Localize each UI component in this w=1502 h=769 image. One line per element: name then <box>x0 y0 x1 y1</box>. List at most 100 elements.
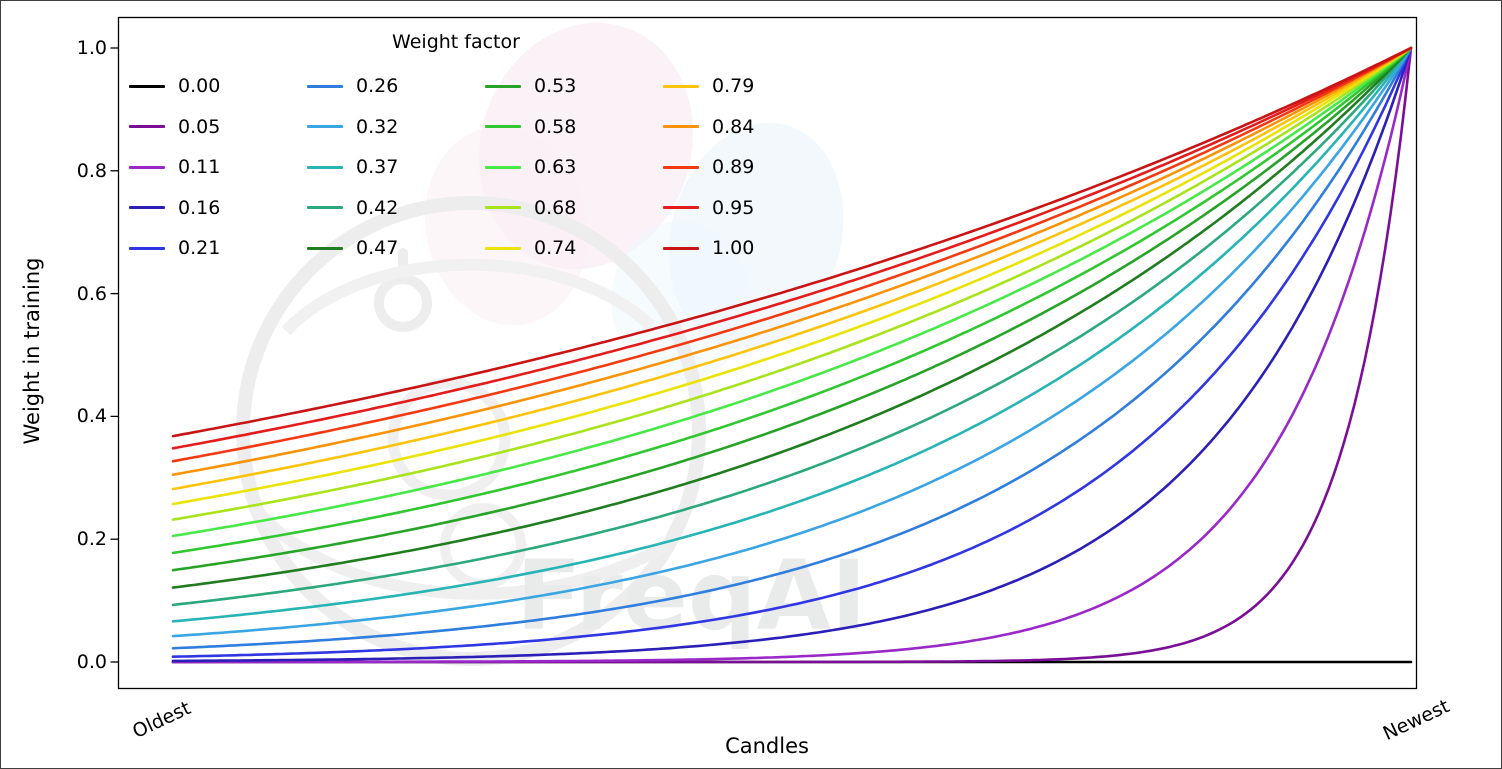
legend-label: 0.47 <box>356 237 399 260</box>
legend-title: Weight factor <box>392 31 520 53</box>
y-axis-label: Weight in training <box>20 257 44 445</box>
series-line-0.53 <box>171 46 1413 572</box>
series-line-0.32 <box>171 46 1413 638</box>
watermark-logo-circle <box>236 196 706 666</box>
legend-line-sample <box>129 165 165 169</box>
legend-entry: 0.53 <box>485 75 663 97</box>
y-tick-label: 0.2 <box>76 528 107 551</box>
legend-grid: 0.00 0.05 0.11 0.16 0.21 0.26 0.32 0.37 0.42 0.47… <box>129 66 841 269</box>
legend-line-sample <box>129 125 165 129</box>
legend-label: 0.53 <box>534 75 577 98</box>
legend-entry: 0.21 <box>129 237 307 259</box>
series-line-0.37 <box>171 46 1413 623</box>
series-line-0.58 <box>171 46 1413 555</box>
legend-label: 0.84 <box>712 115 755 138</box>
legend-label: 0.05 <box>178 115 221 138</box>
legend-entry: 0.95 <box>663 197 841 219</box>
legend-entry: 0.42 <box>307 197 485 219</box>
legend-line-sample <box>663 125 699 129</box>
legend-entry: 0.79 <box>663 75 841 97</box>
legend-entry: 0.37 <box>307 156 485 178</box>
y-tick-label: 0.0 <box>76 651 107 673</box>
legend-line-sample <box>485 206 521 210</box>
legend-label: 0.58 <box>534 115 577 138</box>
legend-label: 0.74 <box>534 237 577 260</box>
axes-frame <box>117 16 1418 690</box>
legend-label: 0.42 <box>356 196 399 219</box>
legend-label: 1.00 <box>712 237 755 260</box>
legend-entry: 0.00 <box>129 75 307 97</box>
legend-entry: 0.89 <box>663 156 841 178</box>
freqai-watermark: FreqAI <box>236 22 867 666</box>
legend-line-sample <box>307 246 343 250</box>
series-line-0.84 <box>171 46 1413 476</box>
legend-line-sample <box>485 246 521 250</box>
legend-line-sample <box>663 84 699 88</box>
legend-entry: 0.68 <box>485 197 663 219</box>
legend-label: 0.68 <box>534 196 577 219</box>
series-line-0.11 <box>171 46 1413 664</box>
legend-entry: 0.32 <box>307 116 485 138</box>
legend-entry: 0.05 <box>129 116 307 138</box>
legend-line-sample <box>663 165 699 169</box>
series-line-0.21 <box>171 46 1413 658</box>
legend: Weight factor 0.00 0.05 0.11 0.16 0.21 0.26 0.… <box>129 31 841 269</box>
legend-label: 0.11 <box>178 156 221 179</box>
watermark-logo-inner-circle <box>387 377 511 501</box>
legend-label: 0.16 <box>178 196 221 219</box>
legend-line-sample <box>307 206 343 210</box>
legend-entry: 0.84 <box>663 116 841 138</box>
series-line-0.68 <box>171 46 1413 521</box>
watermark-logo-wing-lower <box>248 502 669 600</box>
legend-line-sample <box>485 165 521 169</box>
legend-line-sample <box>485 125 521 129</box>
legend-line-sample <box>663 206 699 210</box>
legend-line-sample <box>307 84 343 88</box>
legend-label: 0.26 <box>356 75 399 98</box>
legend-line-sample <box>129 206 165 210</box>
legend-label: 0.21 <box>178 237 221 260</box>
series-line-1.00 <box>171 46 1413 438</box>
legend-label: 0.63 <box>534 156 577 179</box>
watermark-text: FreqAI <box>516 540 867 652</box>
series-line-0.42 <box>171 46 1413 607</box>
legend-line-sample <box>307 165 343 169</box>
y-tick-label: 0.4 <box>76 405 107 428</box>
legend-label: 0.95 <box>712 196 755 219</box>
legend-line-sample <box>485 84 521 88</box>
legend-line-sample <box>129 246 165 250</box>
series-line-0.16 <box>171 46 1413 663</box>
legend-line-sample <box>307 125 343 129</box>
watermark-logo-crown <box>374 274 432 332</box>
legend-line-sample <box>663 246 699 250</box>
watermark-logo-small-circle <box>440 503 526 589</box>
legend-entry: 0.58 <box>485 116 663 138</box>
series-layer <box>171 46 1413 664</box>
y-tick-label: 1.0 <box>76 37 107 59</box>
legend-label: 0.79 <box>712 75 755 98</box>
series-line-0.95 <box>171 46 1413 450</box>
legend-entry: 1.00 <box>663 237 841 259</box>
watermark-logo-wing-upper <box>281 258 656 336</box>
legend-label: 0.89 <box>712 156 755 179</box>
legend-label: 0.37 <box>356 156 399 179</box>
legend-entry: 0.16 <box>129 197 307 219</box>
series-line-0.63 <box>171 46 1413 538</box>
series-line-0.79 <box>171 46 1413 491</box>
legend-line-sample <box>129 84 165 88</box>
legend-entry: 0.74 <box>485 237 663 259</box>
legend-label: 0.00 <box>178 75 221 98</box>
legend-entry: 0.63 <box>485 156 663 178</box>
series-line-0.26 <box>171 46 1413 650</box>
y-tick-label: 0.8 <box>76 159 107 182</box>
legend-entry: 0.26 <box>307 75 485 97</box>
legend-entry: 0.47 <box>307 237 485 259</box>
legend-label: 0.32 <box>356 115 399 138</box>
series-line-0.47 <box>171 46 1413 589</box>
x-axis-label: Candles <box>725 734 809 758</box>
y-tick-label: 0.6 <box>76 282 107 305</box>
series-line-0.74 <box>171 46 1413 506</box>
legend-entry: 0.11 <box>129 156 307 178</box>
